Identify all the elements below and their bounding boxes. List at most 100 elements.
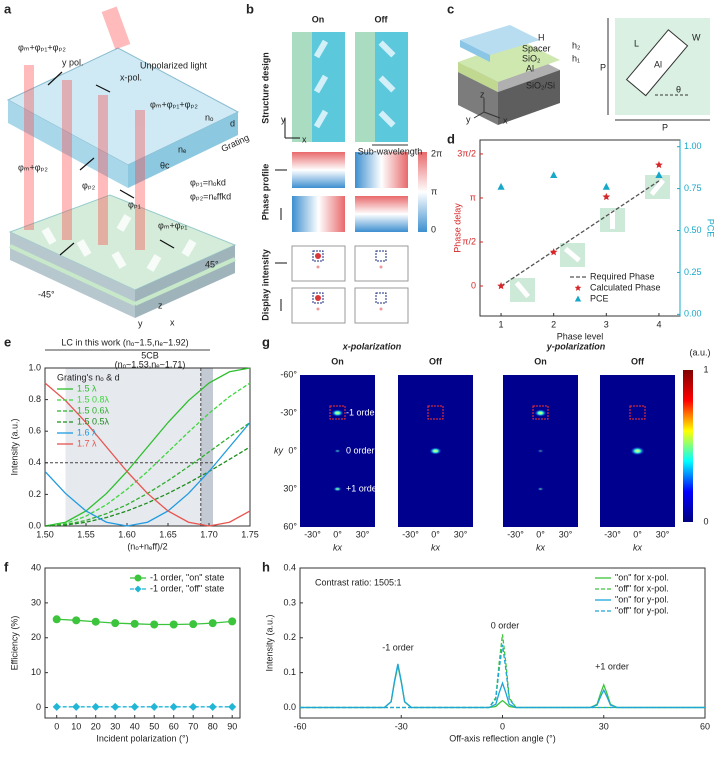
label: P bbox=[600, 62, 606, 72]
marker bbox=[169, 702, 178, 711]
order-label: 0 order bbox=[346, 445, 375, 455]
x-tick-label: 1.60 bbox=[118, 529, 136, 539]
x-tick-label: 1.50 bbox=[36, 529, 54, 539]
series-line bbox=[300, 663, 705, 709]
legend-marker bbox=[574, 295, 582, 302]
y-tick-label: -30° bbox=[280, 407, 297, 417]
series-line bbox=[300, 644, 705, 709]
y-tick-label: 0.0 bbox=[283, 702, 296, 712]
x-tick-label: -30 bbox=[395, 721, 408, 731]
panel-label: b bbox=[246, 1, 254, 16]
spacer-front bbox=[458, 62, 498, 92]
y-tick-label: π/2 bbox=[462, 236, 476, 246]
x-axis-label: kx bbox=[536, 542, 546, 552]
panel-b-labels: On Off Structure design Phase profile Di… bbox=[260, 14, 442, 320]
marker bbox=[497, 282, 505, 290]
x-tick-label: 1.75 bbox=[241, 529, 259, 539]
diffraction-spot bbox=[534, 409, 547, 417]
y-tick-label: 1.0 bbox=[28, 362, 41, 372]
panel-c-schematic bbox=[458, 18, 710, 125]
legend-label: 1.5 0.8λ bbox=[77, 394, 110, 404]
y-axis-label: Intensity (a.u.) bbox=[264, 614, 274, 671]
marker bbox=[189, 620, 198, 629]
target-frame bbox=[532, 405, 549, 420]
label: h₁ bbox=[572, 53, 580, 63]
y-axis-label: ky bbox=[274, 445, 284, 455]
legend-marker bbox=[574, 284, 582, 291]
y2-tick-label: 0.50 bbox=[684, 225, 702, 235]
note: Sub-wavelength bbox=[358, 146, 423, 156]
annotation: LC in this work (nₒ~1.5,nₑ~1.92) bbox=[61, 337, 188, 347]
spacer-layer bbox=[458, 40, 560, 82]
layer-stripe bbox=[9, 244, 136, 306]
dimension-lines bbox=[473, 18, 710, 121]
x-tick-label: 4 bbox=[656, 319, 661, 329]
y2-axis-label: PCE bbox=[706, 219, 716, 238]
x-tick-label: 20 bbox=[91, 721, 101, 731]
label: θ bbox=[676, 84, 681, 94]
y-tick-label: 40 bbox=[31, 562, 41, 572]
substrate-front bbox=[458, 72, 498, 125]
row-title: Phase profile bbox=[260, 164, 270, 221]
label: Spacer bbox=[522, 43, 551, 53]
diffraction-spot bbox=[334, 449, 341, 453]
label: φₚ₂ bbox=[82, 180, 96, 190]
annotation: +1 order bbox=[595, 661, 629, 671]
y-tick-label: 30° bbox=[283, 483, 297, 493]
display-frames bbox=[312, 250, 387, 304]
label: SiO₂/Si bbox=[526, 80, 555, 90]
label: y pol. bbox=[62, 57, 84, 67]
x-tick-label: 30° bbox=[559, 529, 573, 539]
x-tick-label: 30° bbox=[356, 529, 370, 539]
x-tick-label: 30 bbox=[110, 721, 120, 731]
label: nₑ bbox=[178, 144, 187, 154]
label: Al bbox=[526, 63, 534, 73]
x-axis-label: Off-axis reflection angle (°) bbox=[449, 733, 555, 743]
order-label: -1 order bbox=[346, 407, 378, 417]
label: P bbox=[662, 122, 668, 132]
x-tick-label: 1.55 bbox=[77, 529, 95, 539]
structure-stripe bbox=[355, 32, 375, 142]
y-tick-label: 0 bbox=[36, 702, 41, 712]
x-axis-label: kx bbox=[431, 542, 441, 552]
heatmap-state: Off bbox=[631, 356, 645, 366]
marker bbox=[52, 615, 61, 624]
heatmap-state: On bbox=[534, 356, 547, 366]
y-tick-label: 0.1 bbox=[283, 667, 296, 677]
x-axis-label: (nₒ+nₑff)/2 bbox=[127, 541, 167, 551]
x-axis-label: kx bbox=[633, 542, 643, 552]
x-tick-label: -30° bbox=[507, 529, 524, 539]
label: z bbox=[480, 89, 485, 99]
x-tick-label: 0° bbox=[333, 529, 342, 539]
x-tick-label: 3 bbox=[604, 319, 609, 329]
legend-label: -1 order, "on" state bbox=[150, 572, 224, 582]
substrate-side bbox=[498, 70, 560, 125]
marker bbox=[602, 182, 610, 190]
colorbar-label: 2π bbox=[431, 148, 442, 158]
panel-label: d bbox=[447, 131, 455, 146]
y-tick-label: 0.2 bbox=[28, 489, 41, 499]
x-tick-label: 10 bbox=[71, 721, 81, 731]
x-tick-label: -30° bbox=[304, 529, 321, 539]
display-box bbox=[291, 245, 346, 282]
diffraction-spot bbox=[537, 449, 544, 453]
label: Al bbox=[654, 59, 662, 69]
marker bbox=[130, 619, 139, 628]
marker bbox=[228, 617, 237, 626]
marker bbox=[602, 192, 611, 201]
y-tick-label: 0.4 bbox=[28, 457, 41, 467]
marker bbox=[228, 702, 237, 711]
label: φₚ₁=nₒkd bbox=[190, 177, 226, 187]
x-axis-label: Phase level bbox=[557, 331, 604, 341]
y2-tick-label: 0.00 bbox=[684, 309, 702, 319]
legend-label: "on" for x-pol. bbox=[615, 572, 669, 582]
heatmap-state: Off bbox=[429, 356, 443, 366]
legend-label: 1.5 λ bbox=[77, 383, 97, 393]
label: h₂ bbox=[572, 40, 581, 50]
colorbar-label: 0 bbox=[703, 516, 708, 526]
panel-label: f bbox=[4, 559, 9, 574]
y2-tick-label: 0.75 bbox=[684, 183, 702, 193]
panel-b-images bbox=[275, 32, 427, 324]
label: y bbox=[466, 114, 471, 124]
label: W bbox=[692, 32, 701, 42]
